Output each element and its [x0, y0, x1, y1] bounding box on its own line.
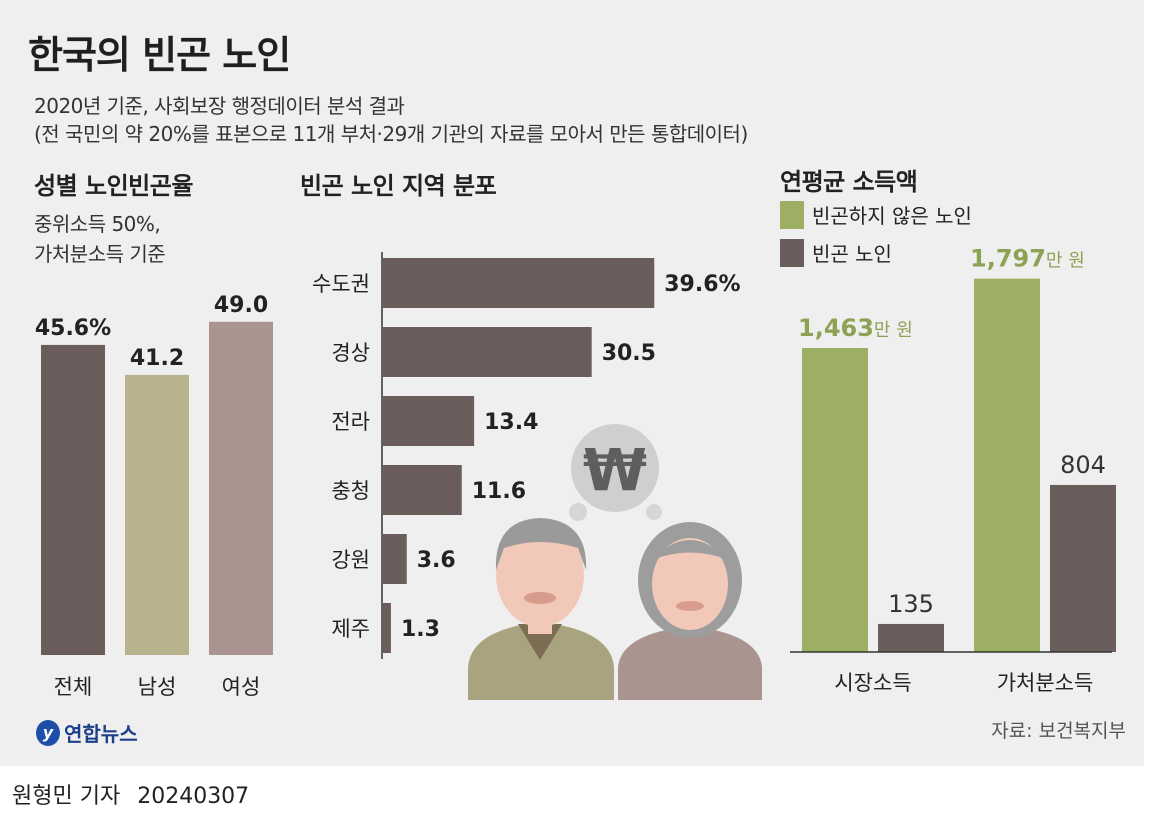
page-title: 한국의 빈곤 노인 — [28, 33, 291, 77]
legend-swatch-green — [780, 200, 804, 229]
publish-date: 20240307 — [137, 784, 250, 809]
yonhap-logo: y 연합뉴스 — [36, 718, 138, 747]
bar-value-label: 11.6 — [472, 479, 526, 504]
chart-region-distribution: 수도권 39.6% 경상 30.5 전라 13.4 충청 11.6 강원 3.6 제주 1.3 — [312, 252, 741, 659]
bar-4 — [382, 534, 407, 584]
woman-bangs — [652, 540, 728, 560]
chart3-title: 연평균 소득액 — [780, 168, 918, 196]
category-label: 강원 — [331, 548, 370, 572]
woman-mouth — [676, 601, 704, 611]
legend-swatch-dark — [780, 238, 804, 267]
elderly-couple-illustration: ₩ — [468, 424, 762, 700]
bar-value-label: 1,797만 원 — [970, 245, 1085, 273]
category-label: 전체 — [54, 675, 93, 699]
legend-item-not-poor: 빈곤하지 않은 노인 — [780, 200, 972, 229]
chart1-note-line1: 중위소득 50%, — [34, 212, 161, 236]
man-body-icon — [468, 622, 614, 700]
bar-value-label: 135 — [888, 590, 934, 618]
category-label: 경상 — [331, 341, 370, 365]
chart-poverty-rate: 45.6% 전체 41.2 남성 49.0 여성 — [35, 293, 273, 699]
bar-value-label: 13.4 — [484, 410, 538, 435]
logo-text: 연합뉴스 — [64, 722, 138, 746]
legend-label-not-poor: 빈곤하지 않은 노인 — [812, 204, 972, 228]
bar-value-label: 49.0 — [214, 293, 268, 318]
source-note: 자료: 보건복지부 — [991, 720, 1126, 742]
subtitle: 2020년 기준, 사회보장 행정데이터 분석 결과 — [34, 94, 405, 118]
charts-svg: ₩ 45.6% 전체 41.2 남성 49.0 여성 수도권 39.6% 경상 30.5 전라 13… — [35, 245, 1116, 700]
legend-item-poor: 빈곤 노인 — [780, 238, 892, 267]
category-label: 시장소득 — [834, 671, 911, 695]
woman-face-icon — [652, 538, 728, 630]
bar-value-label: 1,463만 원 — [798, 314, 913, 342]
chart-annual-income: 1,463만 원 135 시장소득 1,797만 원 804 가처분소득 — [790, 245, 1116, 695]
bar-value-label: 804 — [1060, 451, 1106, 479]
chart1-note-line2: 가처분소득 기준 — [34, 242, 166, 266]
subtitle-note: (전 국민의 약 20%를 표본으로 11개 부처·29개 기관의 자료를 모아… — [34, 122, 748, 146]
bar-value-label: 3.6 — [417, 548, 456, 573]
bar-0-1 — [878, 623, 944, 652]
thought-bubble-icon — [571, 424, 659, 512]
bar-0 — [382, 258, 655, 308]
bar-5 — [382, 603, 391, 653]
bar-0 — [41, 344, 105, 655]
bar-value-label: 30.5 — [602, 341, 656, 366]
bar-1 — [382, 327, 592, 377]
category-label: 충청 — [331, 479, 370, 503]
bar-1 — [125, 374, 189, 655]
man-face-icon — [496, 523, 584, 627]
bar-0-0 — [802, 348, 868, 652]
bar-2 — [382, 396, 475, 446]
reporter-line: 원형민 기자 20240307 — [12, 778, 249, 810]
bar-1-1 — [1050, 484, 1116, 652]
legend-label-poor: 빈곤 노인 — [812, 242, 892, 266]
bar-1-0 — [974, 278, 1040, 652]
man-mouth — [524, 592, 556, 604]
category-label: 수도권 — [312, 272, 370, 296]
category-label: 제주 — [331, 617, 370, 641]
bar-value-label: 39.6% — [664, 272, 740, 297]
yonhap-logo-icon: y — [36, 719, 60, 746]
bar-2 — [209, 321, 273, 655]
bar-value-label: 41.2 — [130, 346, 184, 371]
woman-body-icon — [618, 626, 762, 700]
category-label: 남성 — [138, 675, 177, 699]
category-label: 전라 — [331, 410, 370, 434]
chart1-title: 성별 노인빈곤율 — [34, 172, 193, 200]
reporter-name: 원형민 기자 — [12, 784, 121, 809]
category-label: 여성 — [222, 675, 261, 699]
thought-bubble-dot — [569, 503, 587, 521]
man-hair-icon — [495, 518, 587, 570]
chart2-title: 빈곤 노인 지역 분포 — [300, 172, 497, 200]
thought-bubble-dot — [646, 504, 662, 520]
bar-value-label: 45.6% — [35, 316, 111, 341]
bar-value-label: 1.3 — [401, 617, 440, 642]
category-label: 가처분소득 — [997, 671, 1094, 695]
bar-3 — [382, 465, 462, 515]
won-sign-icon: ₩ — [583, 436, 647, 504]
